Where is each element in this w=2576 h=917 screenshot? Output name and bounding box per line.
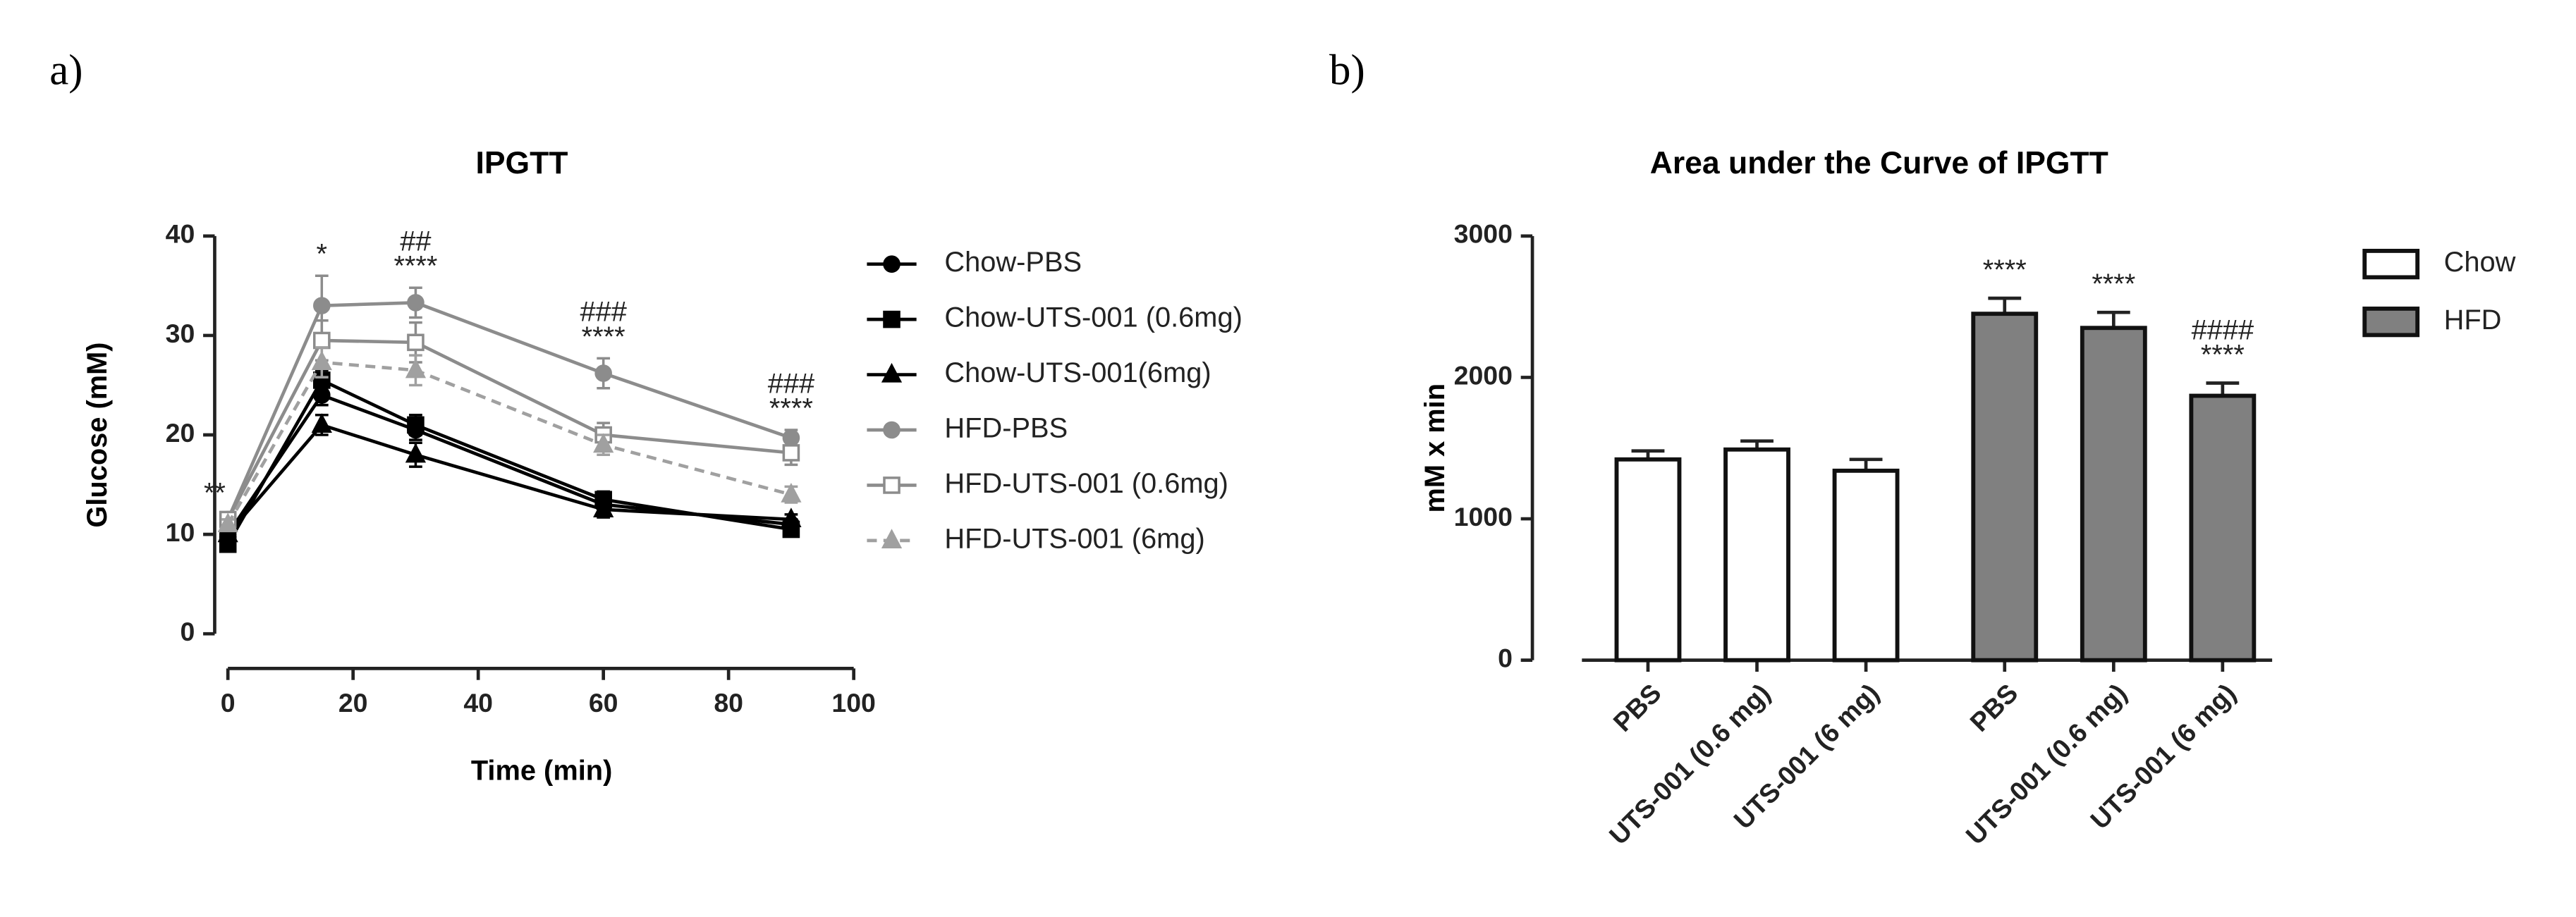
- y-tick-label: 1000: [1454, 502, 1513, 531]
- legend-marker: [881, 529, 903, 549]
- marker: [313, 297, 331, 314]
- x-tick-label: 60: [589, 688, 618, 718]
- legend-swatch: [2362, 306, 2420, 338]
- annotation: ****: [2201, 340, 2245, 371]
- annotation: ####: [2192, 314, 2254, 345]
- error-bar: [2206, 381, 2240, 396]
- bar: [1723, 447, 1790, 663]
- annotation: ****: [769, 393, 813, 424]
- legend-label: HFD: [2444, 304, 2502, 336]
- x-tick-label: 100: [831, 688, 876, 718]
- chart-title: Area under the Curve of IPGTT: [1650, 146, 2108, 180]
- x-tick-label: 20: [338, 688, 368, 718]
- marker: [593, 433, 614, 453]
- marker: [407, 416, 425, 434]
- marker: [593, 498, 614, 517]
- marker: [405, 358, 427, 379]
- marker: [311, 350, 332, 371]
- y-axis-title: mM x min: [1420, 383, 1451, 513]
- legend-label: HFD-UTS-001 (6mg): [944, 523, 1204, 554]
- panel-label: b): [1329, 47, 1365, 94]
- bar: [1971, 312, 2039, 663]
- legend-label: Chow-PBS: [944, 247, 1082, 278]
- legend-label: Chow-UTS-001 (0.6mg): [944, 302, 1242, 333]
- x-tick-label: 80: [714, 688, 743, 718]
- y-tick-label: 2000: [1454, 360, 1513, 390]
- legend-label: Chow: [2444, 247, 2516, 278]
- legend-marker: [883, 421, 901, 439]
- y-tick-label: 30: [166, 319, 195, 348]
- marker: [217, 522, 238, 543]
- x-tick-label: 0: [221, 688, 236, 718]
- marker: [311, 413, 332, 433]
- marker: [781, 483, 802, 503]
- annotation: ****: [582, 321, 625, 352]
- y-tick-label: 0: [181, 617, 195, 646]
- marker: [781, 507, 802, 528]
- legend-marker: [881, 362, 903, 383]
- marker: [782, 444, 800, 462]
- annotation: *: [317, 239, 328, 270]
- marker: [407, 333, 425, 352]
- legend-label: Chow-UTS-001(6mg): [944, 357, 1211, 388]
- y-tick-label: 40: [166, 219, 195, 249]
- y-tick-label: 10: [166, 517, 195, 547]
- bar: [1614, 457, 1682, 663]
- annotation: ****: [2092, 269, 2135, 300]
- y-tick-label: 0: [1498, 644, 1513, 673]
- marker: [405, 443, 427, 463]
- y-tick-label: 20: [166, 418, 195, 448]
- annotation: ###: [768, 368, 814, 399]
- marker: [313, 331, 331, 350]
- bar: [2080, 326, 2147, 663]
- annotation: ###: [580, 297, 626, 328]
- legend-marker: [883, 255, 901, 273]
- x-tick-label: 40: [463, 688, 493, 718]
- legend-marker: [883, 310, 901, 328]
- marker: [407, 294, 425, 312]
- x-axis-title: Time (min): [471, 755, 612, 786]
- legend-swatch: [2362, 248, 2420, 280]
- annotation: ##: [400, 226, 431, 257]
- legend-label: HFD-PBS: [944, 413, 1068, 444]
- bar: [2189, 393, 2257, 663]
- legend-marker: [883, 476, 901, 494]
- chart-title: IPGTT: [475, 146, 568, 180]
- bar: [1832, 468, 1900, 663]
- y-tick-label: 3000: [1454, 219, 1513, 249]
- annotation: **: [204, 477, 226, 508]
- error-bar: [2096, 310, 2130, 328]
- error-bar: [1988, 296, 2022, 314]
- annotation: ****: [1983, 254, 2027, 285]
- marker: [594, 364, 612, 382]
- annotation: ****: [393, 251, 437, 282]
- legend-label: HFD-UTS-001 (0.6mg): [944, 468, 1228, 499]
- marker: [217, 512, 238, 533]
- y-axis-title: Glucose (mM): [82, 342, 113, 527]
- panel-label: a): [49, 47, 83, 94]
